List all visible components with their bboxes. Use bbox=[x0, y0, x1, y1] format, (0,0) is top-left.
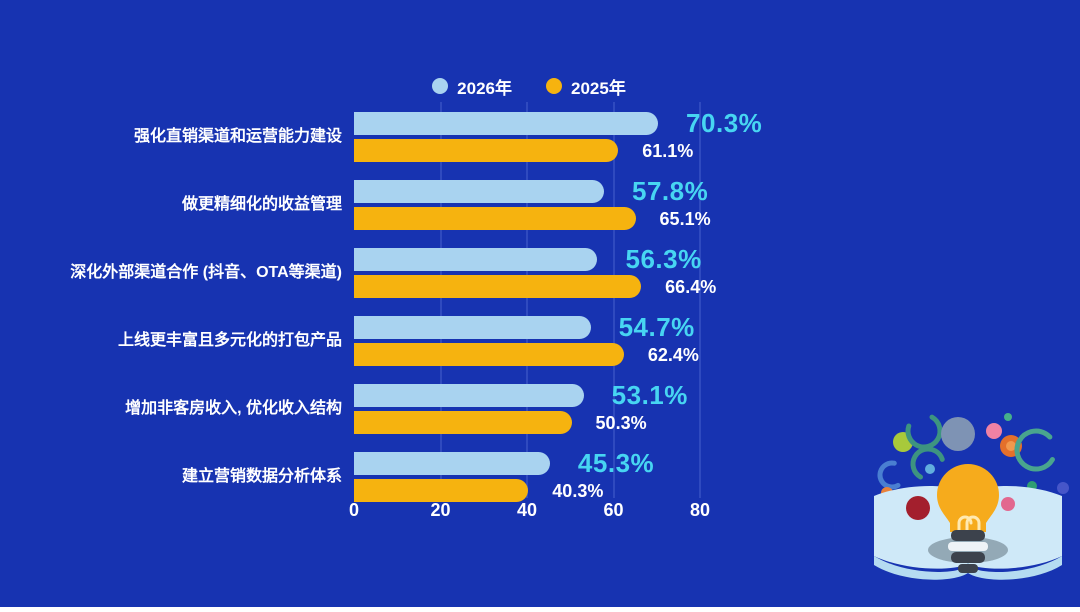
bar-2026 bbox=[354, 384, 584, 407]
value-label-2025: 40.3% bbox=[552, 481, 604, 501]
value-label-2026: 56.3% bbox=[625, 244, 702, 274]
value-label-2025: 61.1% bbox=[642, 141, 694, 161]
bulb-base-mid bbox=[951, 552, 985, 563]
category-label: 做更精细化的收益管理 bbox=[181, 196, 342, 213]
arc-teal-right bbox=[1014, 428, 1058, 472]
x-tick-0: 0 bbox=[348, 500, 359, 520]
value-label-2025: 62.4% bbox=[647, 345, 699, 365]
x-tick-20: 20 bbox=[430, 500, 451, 520]
x-tick-40: 40 bbox=[516, 500, 538, 520]
bar-2025 bbox=[354, 139, 619, 162]
legend-item-2026: 2026年 bbox=[432, 74, 512, 99]
bar-2026 bbox=[354, 180, 604, 203]
dot-small-blue bbox=[925, 464, 935, 474]
bar-2025 bbox=[354, 479, 529, 502]
bulb-base-stripe bbox=[948, 542, 988, 551]
value-label-2026: 57.8% bbox=[631, 176, 709, 206]
gridline-60 bbox=[612, 102, 615, 498]
category-label: 上线更丰富且多元化的打包产品 bbox=[117, 332, 342, 349]
bar-2025 bbox=[354, 343, 624, 366]
category-label: 建立营销数据分析体系 bbox=[181, 468, 342, 485]
value-label-2026: 45.3% bbox=[577, 448, 655, 478]
book-lightbulb-graphic bbox=[874, 412, 1069, 580]
value-label-2025: 66.4% bbox=[665, 277, 717, 297]
gridline-20 bbox=[439, 102, 442, 498]
value-label-2026: 53.1% bbox=[611, 380, 688, 410]
gridline-80 bbox=[699, 102, 701, 498]
dot-bluegray bbox=[941, 417, 975, 451]
arc-blue bbox=[877, 460, 907, 490]
dot-orange-inner bbox=[1006, 441, 1016, 451]
idea-book-illustration bbox=[858, 398, 1080, 607]
x-tick-60: 60 bbox=[603, 500, 624, 520]
chart-legend: 2026年 2025年 bbox=[354, 74, 704, 98]
x-tick-80: 80 bbox=[689, 500, 711, 520]
dot-small-teal bbox=[1004, 413, 1012, 421]
category-label: 增加非客房收入, 优化收入结构 bbox=[125, 400, 342, 417]
bar-2025 bbox=[354, 411, 572, 434]
gridline-40 bbox=[526, 102, 528, 498]
bar-2026 bbox=[354, 248, 598, 271]
dot-small-indigo bbox=[1057, 482, 1069, 494]
bar-2025 bbox=[354, 207, 636, 230]
dot-darkred-on-page bbox=[906, 496, 930, 520]
legend-item-2025: 2025年 bbox=[546, 74, 626, 99]
category-label: 强化直销渠道和运营能力建设 bbox=[133, 128, 342, 145]
legend-label-2025: 2025年 bbox=[571, 78, 626, 98]
value-label-2026: 54.7% bbox=[618, 312, 695, 342]
bulb-base-top bbox=[951, 530, 985, 541]
bulb-base-bottom bbox=[958, 564, 978, 573]
value-label-2026: 70.3% bbox=[686, 108, 763, 138]
arc-teal-left bbox=[905, 412, 943, 450]
legend-label-2026: 2026年 bbox=[457, 78, 512, 98]
category-label: 深化外部渠道合作 (抖音、OTA等渠道) bbox=[70, 264, 342, 281]
bar-2025 bbox=[354, 275, 642, 298]
lightbulb-glass bbox=[937, 464, 999, 532]
arc-teal-lower bbox=[910, 446, 946, 482]
bar-2026 bbox=[354, 316, 591, 339]
bulb-filament bbox=[957, 515, 981, 534]
value-label-2025: 65.1% bbox=[659, 209, 711, 229]
value-label-2025: 50.3% bbox=[595, 413, 647, 433]
dot-pink bbox=[986, 423, 1002, 439]
dot-pink-on-page bbox=[1001, 497, 1015, 511]
bar-2026 bbox=[354, 452, 550, 475]
bar-2026 bbox=[354, 112, 659, 135]
legend-swatch-2026 bbox=[432, 78, 449, 94]
legend-swatch-2025 bbox=[546, 78, 562, 94]
